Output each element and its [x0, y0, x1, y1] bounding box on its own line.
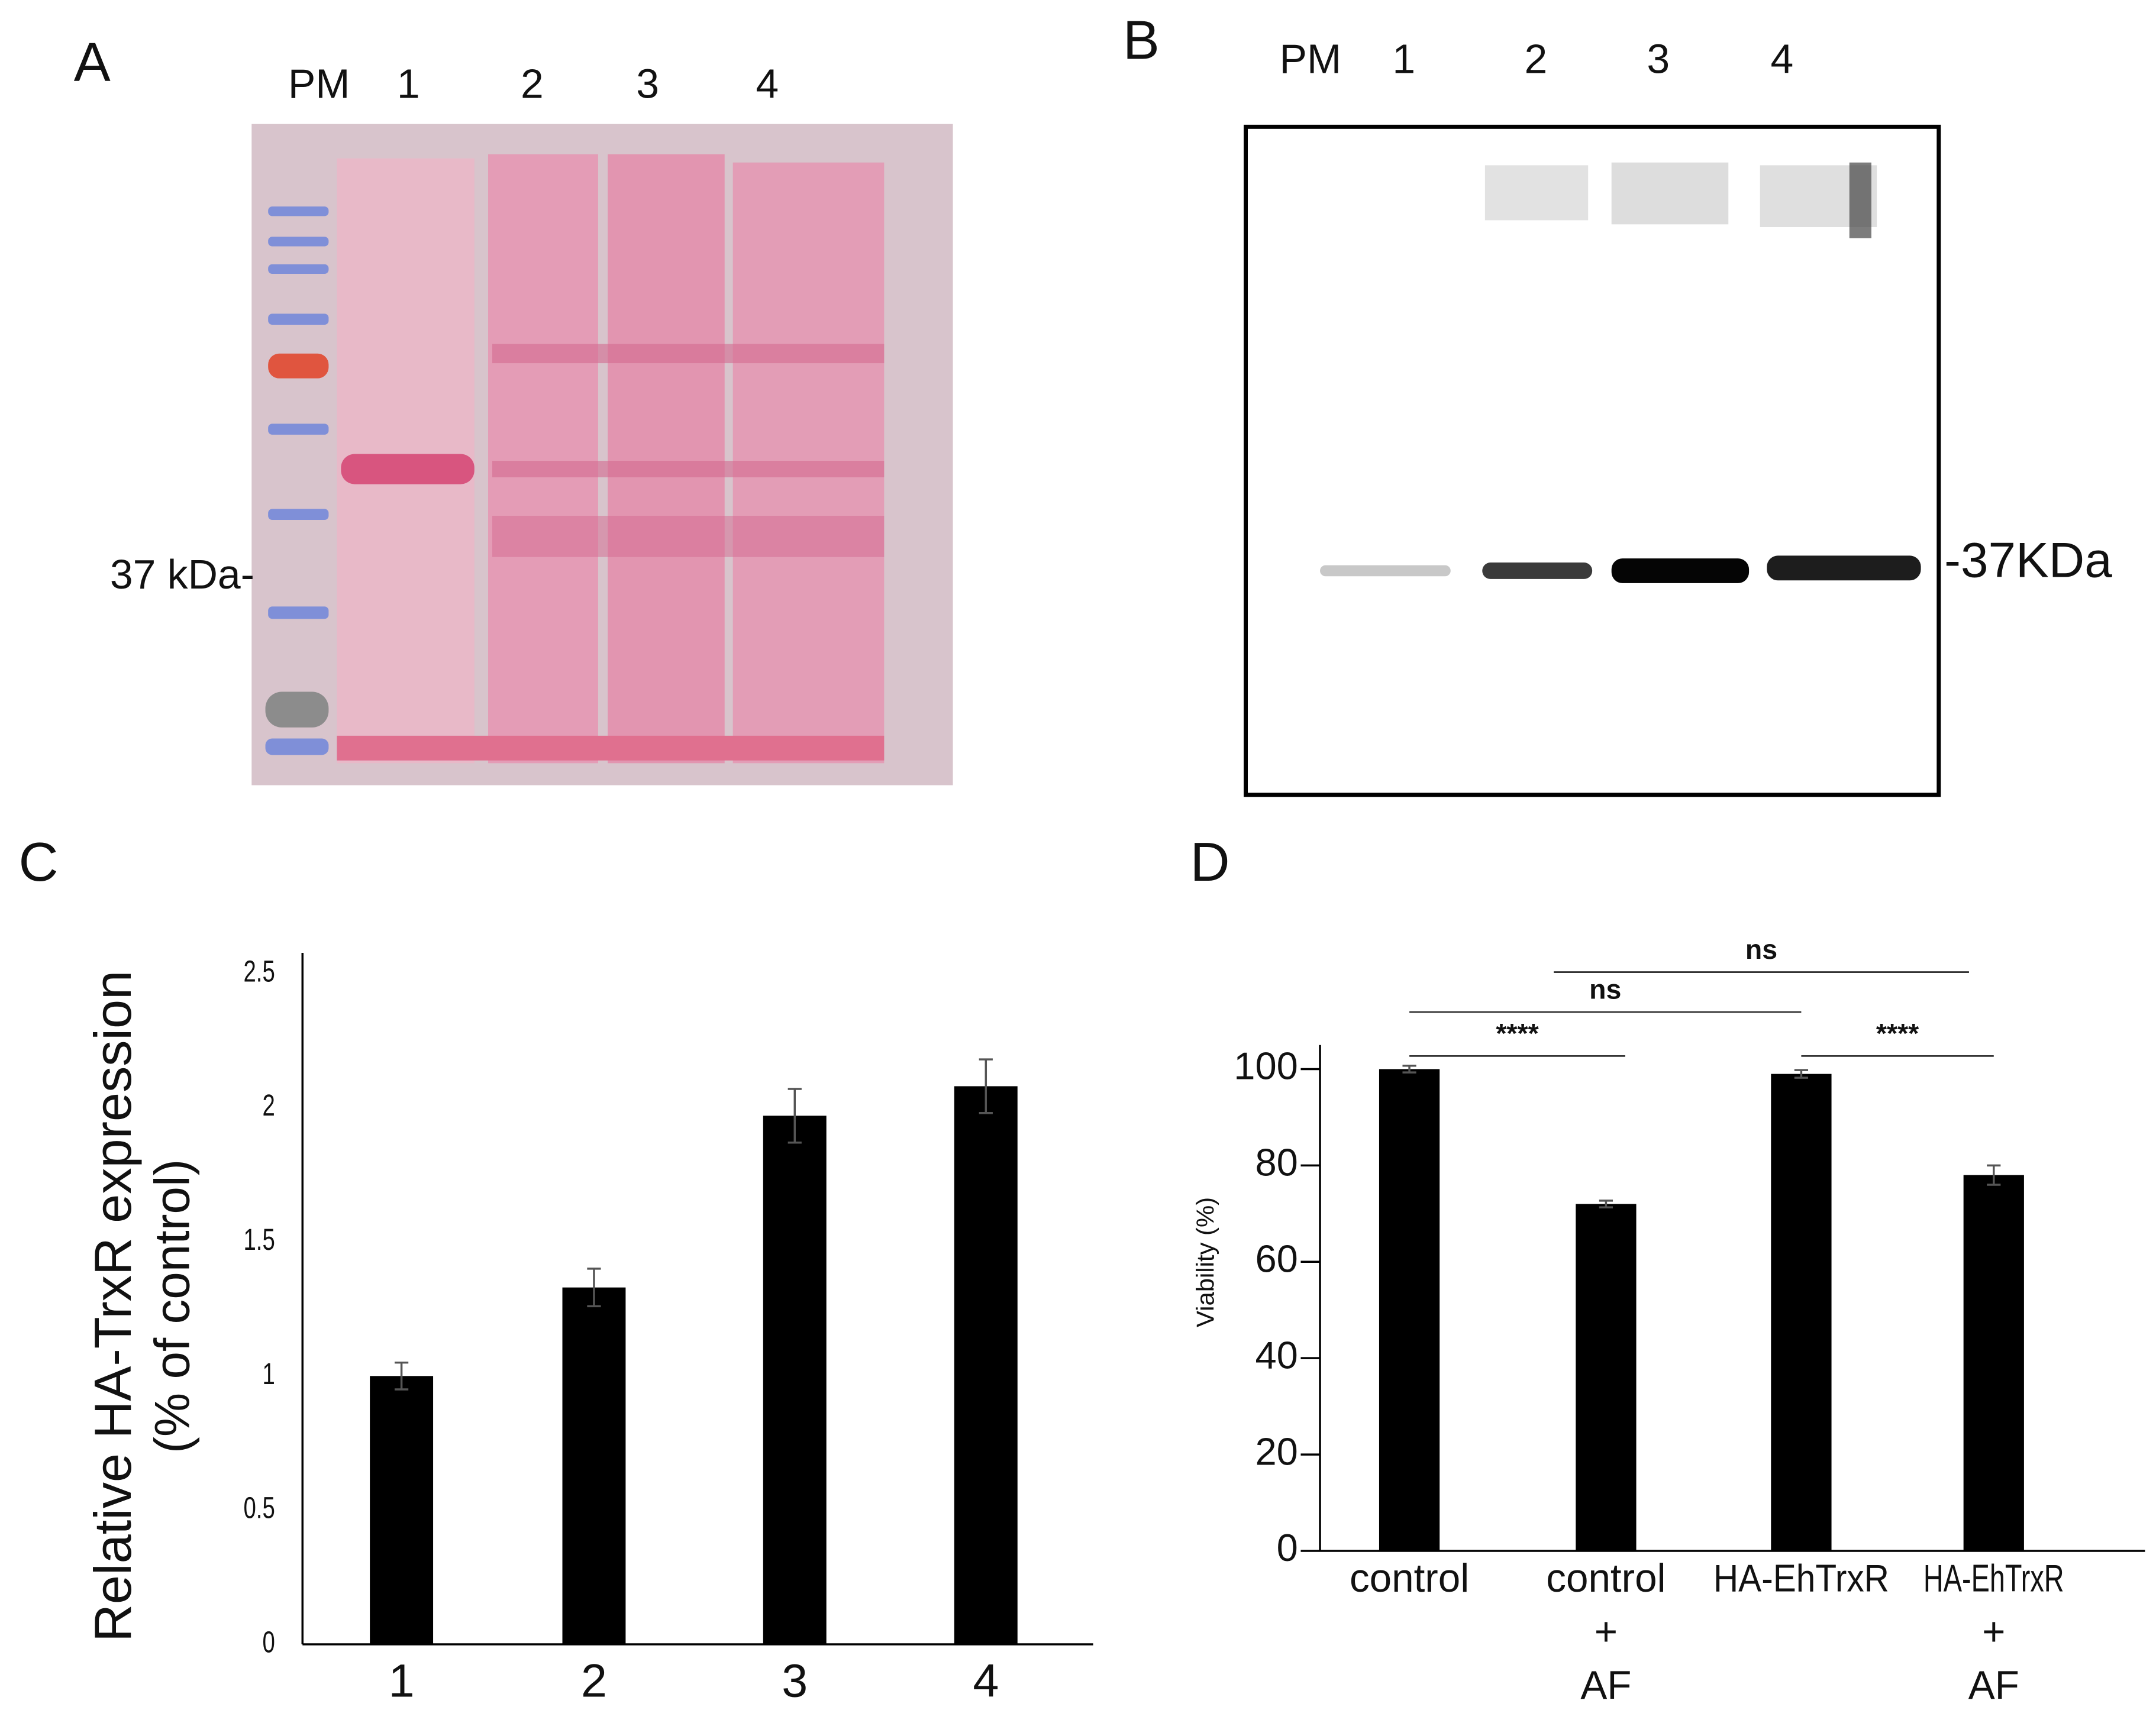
y-tick-label: 40: [1255, 1333, 1298, 1376]
x-tick-label: AF: [1968, 1663, 2019, 1708]
lane: [488, 154, 598, 764]
x-tick-label: 2: [581, 1654, 607, 1706]
panel-label: C: [19, 831, 59, 893]
bar: [1963, 1175, 2024, 1551]
y-tick-label: 60: [1255, 1237, 1298, 1280]
y-tick-label: 1.5: [243, 1223, 275, 1257]
significance-label: ****: [1496, 1018, 1539, 1049]
lane-label: 3: [636, 60, 659, 106]
x-tick-label: HA-EhTrxR: [1713, 1557, 1889, 1600]
y-tick-label: 0.5: [243, 1491, 275, 1525]
y-tick-label: 100: [1234, 1045, 1298, 1088]
y-tick-label: 20: [1255, 1430, 1298, 1473]
bar: [763, 1116, 827, 1645]
x-tick-label: +: [1595, 1610, 1618, 1654]
x-tick-label: 3: [782, 1654, 808, 1706]
significance-label: ns: [1589, 974, 1621, 1004]
y-tick-label: 2: [262, 1088, 275, 1123]
membrane: [1244, 124, 1941, 797]
band: [1482, 563, 1593, 579]
error-bar: [979, 1058, 993, 1114]
lane: [608, 154, 725, 764]
y-tick-label: 1: [262, 1356, 275, 1391]
bands: [337, 344, 885, 761]
lane-label: 3: [1647, 36, 1670, 82]
lane-label: 1: [397, 60, 420, 106]
y-tick-label: 2.5: [243, 954, 275, 988]
marker-label: 37 kDa-: [110, 551, 254, 597]
error-bar: [394, 1361, 409, 1391]
bar: [1576, 1204, 1637, 1551]
lane-label: 4: [756, 60, 779, 106]
smear: [1849, 162, 1871, 238]
x-tick-label: 1: [389, 1654, 415, 1706]
x-tick-label: +: [1982, 1610, 2005, 1654]
panel-label: A: [74, 31, 111, 93]
lane-label: 4: [1770, 36, 1793, 82]
x-tick-label: control: [1546, 1556, 1666, 1601]
lane-label: 2: [521, 60, 544, 106]
blot-b: [1244, 124, 1941, 797]
blot-a: [251, 124, 953, 785]
significance-label: ns: [1745, 934, 1777, 965]
band: [1767, 555, 1921, 581]
lane-label: PM: [288, 60, 350, 106]
bar: [1379, 1069, 1440, 1551]
y-tick-label: 80: [1255, 1141, 1298, 1184]
lane-label: 1: [1392, 36, 1415, 82]
x-tick-label: AF: [1580, 1663, 1631, 1708]
panel-label: D: [1190, 831, 1230, 893]
smear: [1611, 162, 1729, 225]
band: [1320, 565, 1451, 577]
bar: [954, 1086, 1018, 1645]
error-bar: [1599, 1200, 1613, 1208]
lane-label: 2: [1525, 36, 1548, 82]
band: [1611, 558, 1750, 583]
y-tick-label: 0: [262, 1625, 275, 1659]
x-tick-label: HA-EhTrxR: [1923, 1557, 2064, 1600]
marker-label: -37KDa: [1944, 532, 2112, 587]
bar: [562, 1287, 626, 1645]
error-bar: [587, 1268, 601, 1308]
significance-label: ****: [1876, 1018, 1919, 1049]
error-bar: [1794, 1069, 1809, 1079]
y-axis-label: (% of control): [144, 1159, 200, 1453]
lane-label: PM: [1279, 36, 1341, 82]
error-bar: [787, 1088, 802, 1144]
bar: [1771, 1074, 1832, 1551]
bar: [370, 1376, 434, 1645]
y-axis-label: Viability (%): [1192, 1197, 1219, 1327]
smear: [1484, 165, 1589, 221]
x-tick-label: 4: [973, 1654, 999, 1706]
ladder: [265, 206, 329, 755]
y-axis-label: Relative HA-TrxR expression: [83, 971, 142, 1642]
error-bar: [1987, 1164, 2001, 1186]
x-tick-label: control: [1350, 1556, 1469, 1601]
error-bar: [1402, 1065, 1416, 1074]
y-tick-label: 0: [1277, 1526, 1298, 1569]
panel-label: B: [1123, 9, 1160, 70]
